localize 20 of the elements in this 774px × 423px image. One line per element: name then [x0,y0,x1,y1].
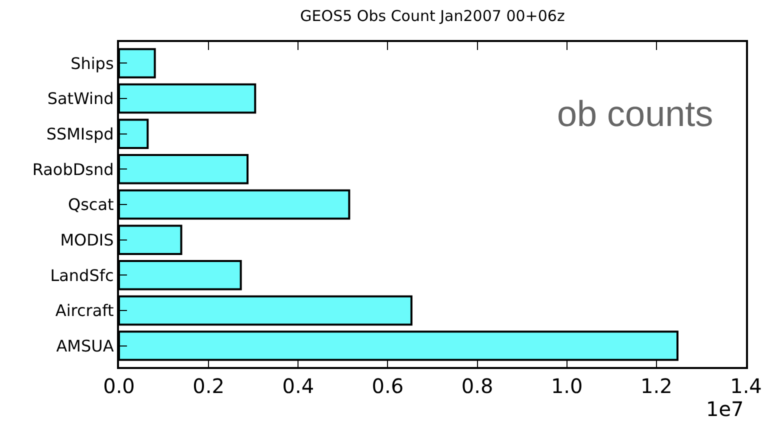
y-tick-label: Qscat [68,195,114,214]
x-tick-label: 1.0 [550,374,583,398]
x-tick-label: 1.4 [730,374,762,398]
text: 1e7 [706,397,744,421]
y-tick-label: AMSUA [56,336,114,356]
y-tick-label: Ships [70,54,114,73]
y-tick-label: Aircraft [55,301,114,320]
x-tick-label: 0.4 [282,374,314,398]
annotation: ob counts [557,93,714,134]
y-tick-label: SatWind [47,89,114,108]
y-tick-label: MODIS [60,230,114,250]
x-tick-label: 0.6 [372,374,404,398]
y-tick-label: SSMIspd [46,124,114,144]
y-tick-label: RaobDsnd [32,160,114,179]
y-tick-label: LandSfc [50,266,114,285]
x-tick-label: 0.0 [103,374,135,398]
x-tick-label: 0.2 [192,374,224,398]
chart-title: GEOS5 Obs Count Jan2007 00+06z [300,7,565,26]
x-tick-label: 0.8 [461,374,494,398]
x-tick-label: 1.2 [640,374,672,398]
